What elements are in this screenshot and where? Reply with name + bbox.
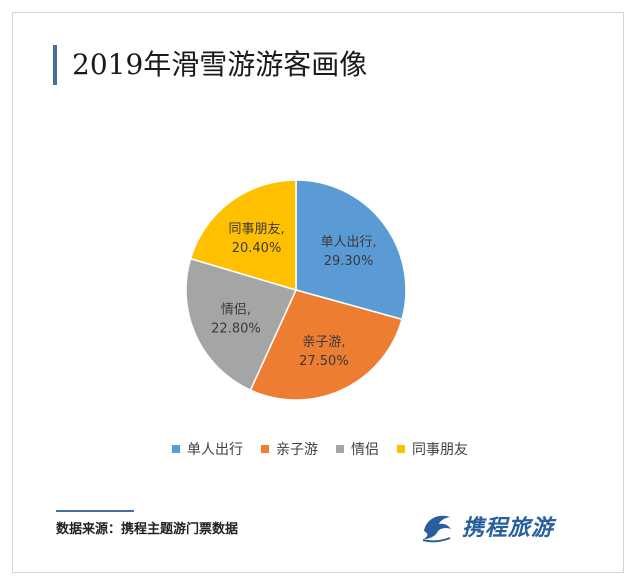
legend-label-0: 单人出行 bbox=[187, 442, 243, 458]
pie-slice-1 bbox=[249, 289, 403, 401]
slice-value-3: 20.40% bbox=[232, 241, 282, 256]
legend-label-2: 情侣 bbox=[351, 442, 379, 458]
dolphin-icon bbox=[422, 515, 451, 543]
pie-slice-0 bbox=[295, 179, 407, 321]
legend-item-0: 单人出行 bbox=[172, 439, 243, 459]
pie-slice-3 bbox=[189, 179, 297, 292]
legend-item-3: 同事朋友 bbox=[397, 439, 468, 459]
chart-title: 2019年滑雪游游客画像 bbox=[72, 48, 368, 81]
brand-logo: 携程旅游 bbox=[420, 508, 554, 544]
logo-text: 携程旅游 bbox=[462, 516, 555, 541]
slice-label-0: 单人出行, bbox=[320, 235, 376, 250]
legend-label-3: 同事朋友 bbox=[412, 442, 468, 458]
slice-label-1: 亲子游, bbox=[302, 335, 345, 350]
legend-swatch-0 bbox=[172, 445, 180, 453]
legend-item-2: 情侣 bbox=[336, 439, 379, 459]
legend-swatch-3 bbox=[397, 445, 405, 453]
title-accent-bar bbox=[53, 45, 57, 85]
legend-swatch-1 bbox=[261, 445, 269, 453]
slice-label-3: 同事朋友, bbox=[228, 221, 284, 237]
chart-legend: 单人出行 亲子游 情侣 同事朋友 bbox=[0, 438, 640, 460]
slice-label-2: 情侣, bbox=[221, 302, 251, 317]
slice-value-0: 29.30% bbox=[324, 254, 374, 269]
legend-label-1: 亲子游 bbox=[276, 442, 318, 458]
legend-item-1: 亲子游 bbox=[261, 439, 318, 459]
legend-swatch-2 bbox=[336, 445, 344, 453]
slice-value-2: 22.80% bbox=[211, 321, 261, 336]
slice-value-1: 27.50% bbox=[299, 354, 349, 369]
data-source-note: 数据来源：携程主题游门票数据 bbox=[56, 522, 239, 537]
source-accent-line bbox=[56, 510, 134, 512]
pie-slice-2 bbox=[185, 257, 298, 392]
